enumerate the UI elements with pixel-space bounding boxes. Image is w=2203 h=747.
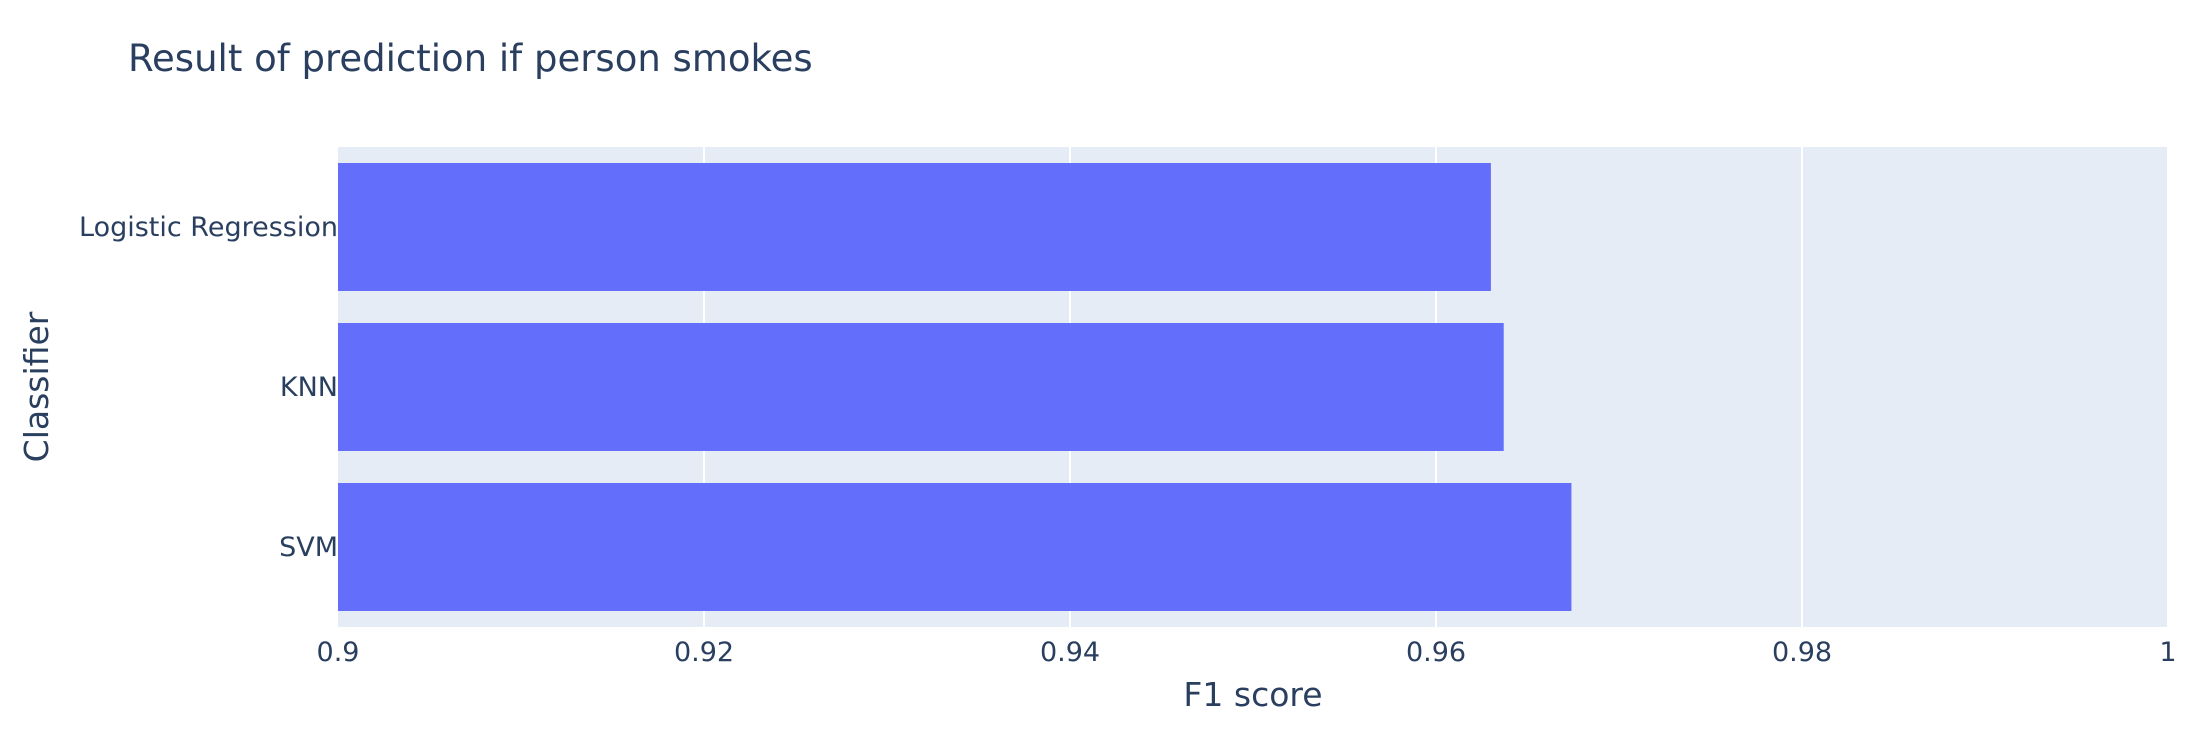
x-tick-label: 0.96 (1406, 637, 1466, 668)
bars (338, 163, 1572, 611)
x-tick-label: 0.9 (317, 637, 360, 668)
x-tick-labels: 0.9 0.92 0.94 0.96 0.98 1 (317, 637, 2177, 668)
x-tick-label: 0.98 (1772, 637, 1832, 668)
y-axis-title: Classifier (17, 311, 56, 462)
y-tick-labels: SVM KNN Logistic Regression (79, 212, 338, 563)
bar-knn (338, 323, 1504, 451)
x-axis-title: F1 score (1183, 675, 1322, 714)
bar-logistic-regression (338, 163, 1491, 291)
x-tick-label: 1 (2159, 637, 2176, 668)
y-tick-label: KNN (280, 372, 338, 403)
x-tick-label: 0.94 (1040, 637, 1100, 668)
y-tick-label: SVM (279, 532, 338, 563)
x-tick-label: 0.92 (674, 637, 734, 668)
chart-title: Result of prediction if person smokes (128, 37, 813, 80)
bar-svm (338, 483, 1572, 611)
y-tick-label: Logistic Regression (79, 212, 338, 243)
